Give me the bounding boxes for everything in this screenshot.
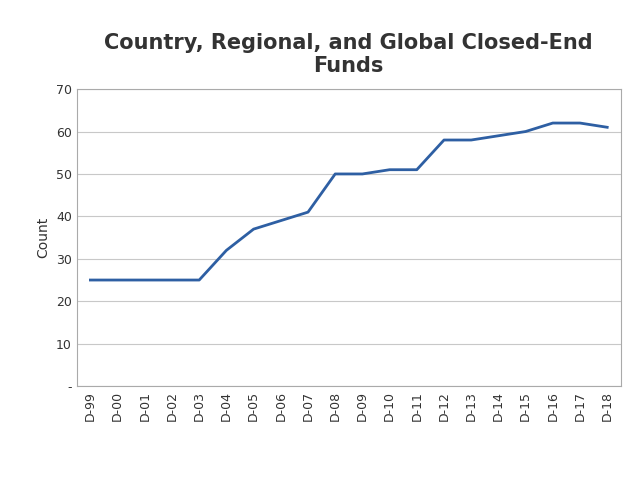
- Y-axis label: Count: Count: [36, 217, 51, 258]
- Title: Country, Regional, and Global Closed-End
Funds: Country, Regional, and Global Closed-End…: [104, 33, 593, 76]
